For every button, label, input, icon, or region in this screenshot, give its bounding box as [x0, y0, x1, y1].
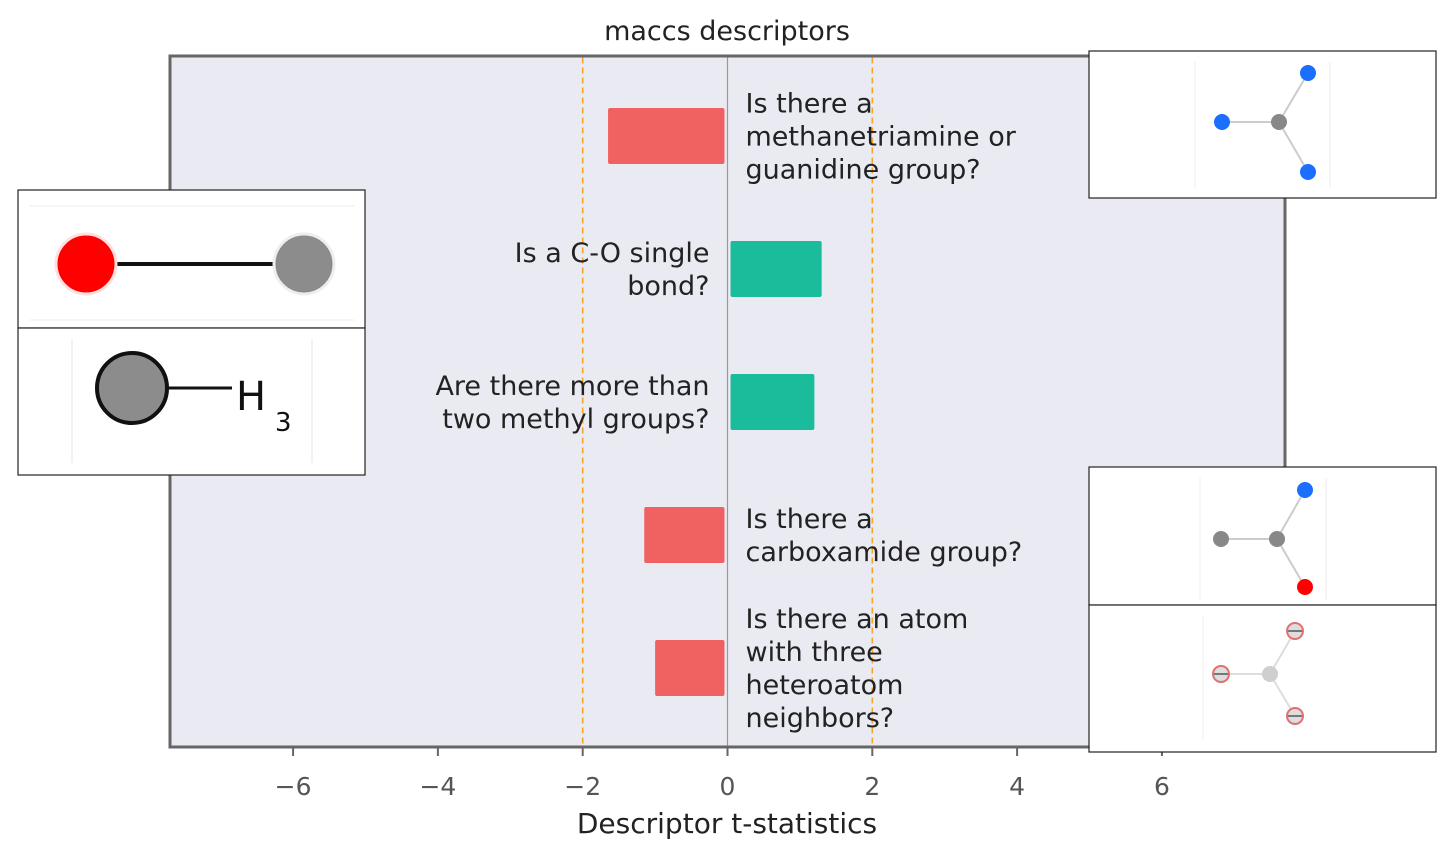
nitrogen-atom-icon: [1297, 482, 1313, 498]
bar-label-4-line-0: Is there an atom: [746, 604, 969, 635]
hydrogen-count-label: 3: [275, 408, 292, 438]
bar-3: [644, 507, 725, 563]
bar-label-4-line-2: heteroatom: [746, 670, 904, 701]
nitrogen-atom-icon: [1300, 164, 1316, 180]
c-o-bond-structure-inset: [17, 189, 366, 329]
bar-0: [608, 108, 725, 164]
x-tick-label-4: 2: [864, 772, 880, 801]
chart-title: maccs descriptors: [604, 16, 850, 47]
heteroatom-icon: [1286, 622, 1304, 640]
bar-label-1-line-1: bond?: [627, 271, 709, 302]
nitrogen-atom-icon: [1300, 65, 1316, 81]
hydrogen-label: H: [236, 374, 266, 420]
x-tick-label-6: 6: [1154, 772, 1170, 801]
x-tick-label-5: 4: [1009, 772, 1025, 801]
carbon-atom-icon: [1271, 114, 1287, 130]
bar-label-2-line-1: two methyl groups?: [442, 404, 709, 435]
bar-4: [655, 640, 725, 696]
x-axis-label: Descriptor t-statistics: [577, 807, 877, 840]
nitrogen-atom-icon: [1214, 114, 1230, 130]
bar-label-0-line-0: Is there a: [746, 89, 873, 120]
heteroatom-icon: [1212, 665, 1230, 683]
bar-label-3-line-0: Is there a: [746, 504, 873, 535]
x-tick-label-0: −6: [275, 772, 312, 801]
x-tick-label-2: −2: [564, 772, 601, 801]
carbon-atom-icon: [95, 351, 169, 425]
bar-label-0-line-1: methanetriamine or: [746, 122, 1017, 153]
heteroatom-neighbors-structure-inset: [1088, 604, 1437, 753]
bar-label-3-line-1: carboxamide group?: [746, 537, 1023, 568]
carbon-atom-icon: [1262, 666, 1278, 682]
methyl-group-structure-inset: H 3: [17, 327, 366, 476]
carbon-atom-icon: [1213, 531, 1229, 547]
oxygen-atom-icon: [1297, 579, 1313, 595]
x-tick-label-1: −4: [419, 772, 456, 801]
heteroatom-icon: [1286, 707, 1304, 725]
bar-label-4-line-3: neighbors?: [746, 703, 895, 734]
bar-label-1-line-0: Is a C-O single: [515, 238, 710, 269]
bar-label-0-line-2: guanidine group?: [746, 155, 981, 186]
methanetriamine-structure-inset: [1088, 50, 1437, 199]
carbon-atom-icon: [272, 232, 336, 296]
bar-2: [730, 374, 815, 430]
carboxamide-structure-inset: [1088, 466, 1437, 606]
bar-label-2-line-0: Are there more than: [435, 371, 709, 402]
bar-label-4-line-1: with three: [746, 637, 883, 668]
x-tick-label-3: 0: [720, 772, 736, 801]
oxygen-atom-icon: [54, 232, 118, 296]
bar-1: [730, 241, 822, 297]
carbon-atom-icon: [1269, 531, 1285, 547]
